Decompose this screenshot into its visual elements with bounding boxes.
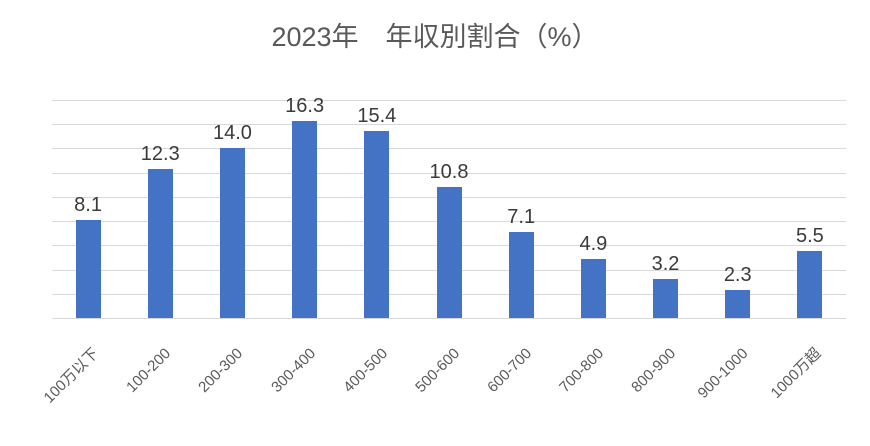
gridline	[52, 124, 846, 126]
bar-value-label: 14.0	[212, 122, 252, 144]
gridline	[52, 148, 846, 150]
bar-value-label: 12.3	[140, 143, 180, 165]
bar-value-label: 16.3	[285, 95, 325, 117]
category-label: 700-800	[556, 345, 608, 396]
bar	[364, 131, 390, 318]
category-label: 300-400	[267, 345, 319, 396]
bar-value-label: 8.1	[74, 194, 102, 216]
bar-value-label: 5.5	[796, 225, 824, 247]
bar	[292, 121, 318, 318]
bar	[75, 220, 101, 318]
gridline	[52, 100, 846, 101]
bar-value-label: 3.2	[651, 253, 680, 275]
category-label: 800-900	[628, 345, 680, 396]
category-label: 200-300	[195, 345, 247, 396]
bar-value-label: 2.3	[723, 264, 752, 286]
bar	[219, 148, 245, 318]
chart-title: 2023年 年収別割合（%）	[271, 22, 599, 52]
category-label: 100-200	[123, 345, 175, 396]
bar	[725, 290, 751, 318]
bar-value-label: 15.4	[357, 105, 397, 127]
bar	[653, 279, 679, 318]
category-label: 100万以下	[40, 345, 103, 407]
bar-value-label: 10.8	[429, 161, 469, 183]
bar	[508, 232, 534, 318]
category-label: 600-700	[484, 345, 536, 396]
bar-value-label: 7.1	[507, 206, 536, 228]
gridline	[52, 172, 846, 174]
category-label: 500-600	[412, 345, 464, 396]
bar-value-label: 4.9	[579, 233, 608, 255]
bar	[580, 259, 606, 318]
category-label: 1000万超	[767, 345, 824, 402]
category-label: 400-500	[339, 345, 391, 396]
bar	[147, 169, 173, 318]
category-label: 900-1000	[694, 345, 752, 402]
gridline	[52, 318, 846, 319]
bar	[797, 251, 823, 318]
bar	[436, 187, 462, 318]
